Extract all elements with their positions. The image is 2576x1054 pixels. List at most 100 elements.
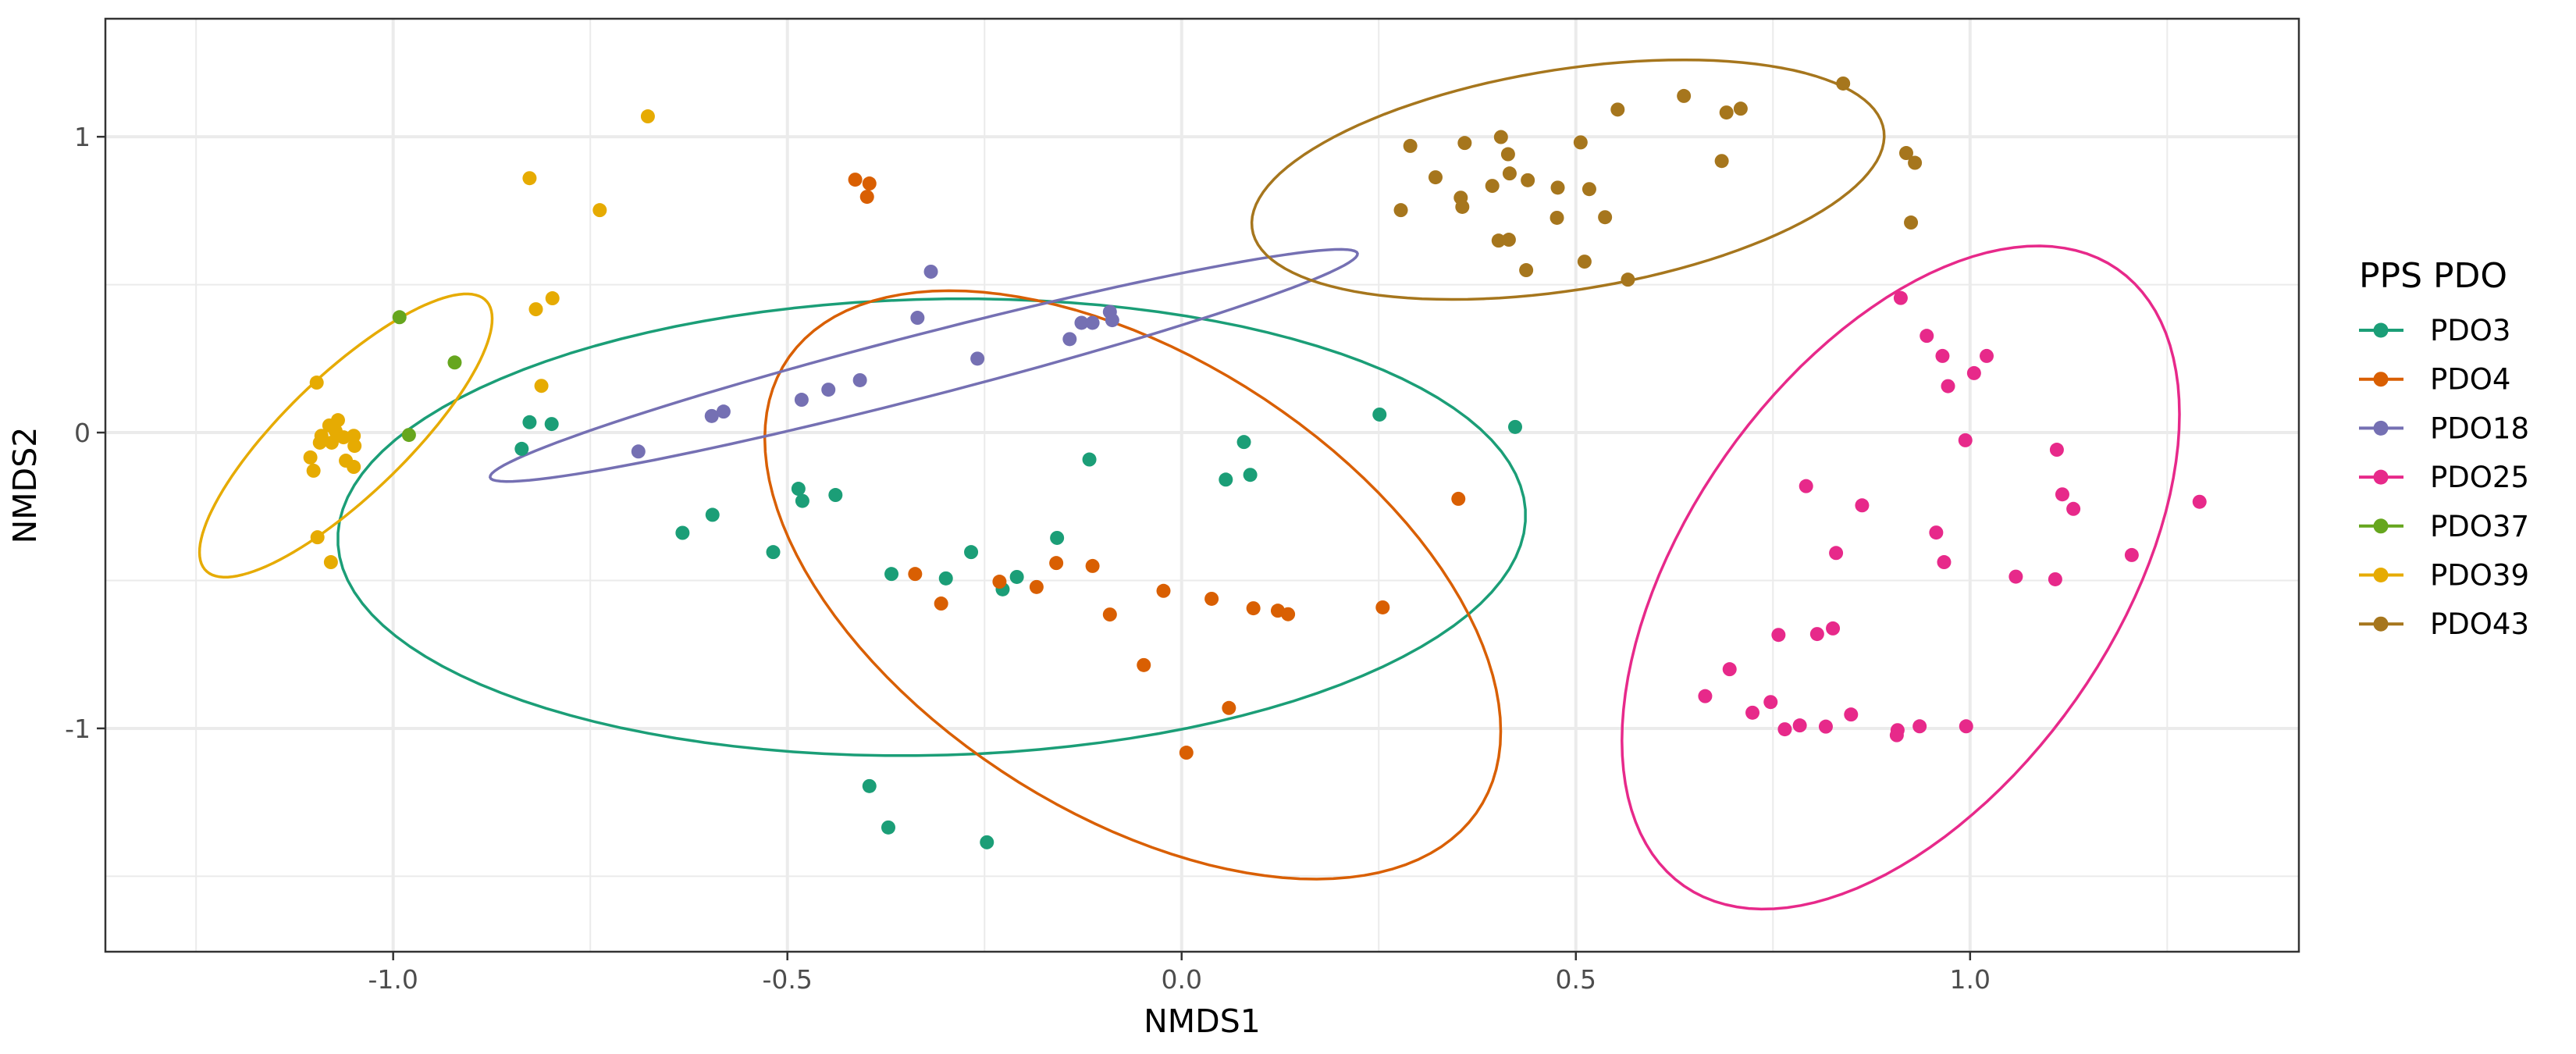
point-pdo25 <box>1937 555 1952 570</box>
point-pdo39 <box>347 429 361 443</box>
point-pdo43 <box>1500 147 1515 162</box>
legend-key-dot <box>2373 568 2389 582</box>
y-axis-title: NMDS2 <box>6 427 44 544</box>
point-pdo43 <box>1491 233 1506 248</box>
point-pdo3 <box>1507 419 1522 434</box>
point-pdo3 <box>705 507 720 522</box>
point-pdo37 <box>392 310 407 325</box>
x-axis: -1.0 -0.5 0.0 0.5 1.0 <box>368 952 1991 995</box>
point-pdo43 <box>1836 76 1851 91</box>
legend-key-dot <box>2373 469 2389 485</box>
legend-label: PDO3 <box>2430 314 2510 347</box>
point-pdo3 <box>884 567 899 582</box>
point-pdo25 <box>1929 525 1944 540</box>
point-pdo25 <box>1893 290 1908 305</box>
point-pdo25 <box>1777 722 1792 737</box>
point-pdo4 <box>1029 579 1044 594</box>
point-pdo4 <box>1204 591 1219 606</box>
point-pdo4 <box>908 567 923 582</box>
point-pdo25 <box>1980 348 1994 363</box>
point-pdo39 <box>312 435 327 450</box>
point-pdo25 <box>1792 718 1807 733</box>
series-pdo25 <box>1698 290 2207 742</box>
legend-item-pdo25: PDO25 <box>2359 461 2529 494</box>
point-pdo39 <box>306 463 321 478</box>
point-pdo4 <box>1451 491 1466 506</box>
point-pdo39 <box>323 555 338 570</box>
point-pdo43 <box>1393 203 1408 218</box>
point-pdo3 <box>795 493 809 508</box>
point-pdo25 <box>1771 628 1786 643</box>
point-pdo39 <box>592 203 607 218</box>
point-pdo3 <box>980 835 994 849</box>
point-pdo43 <box>1714 154 1729 169</box>
point-pdo3 <box>1009 569 1024 584</box>
point-pdo4 <box>1085 558 1100 573</box>
point-pdo25 <box>1844 707 1859 722</box>
point-pdo25 <box>1829 546 1844 561</box>
point-pdo3 <box>1243 468 1258 482</box>
point-pdo43 <box>1573 135 1588 150</box>
legend-label: PDO4 <box>2430 363 2510 397</box>
panel-background <box>105 19 2299 952</box>
point-pdo25 <box>1966 365 1981 380</box>
point-pdo43 <box>1502 166 1517 181</box>
x-tick-label: 0.0 <box>1161 964 1201 995</box>
point-pdo25 <box>2192 494 2207 509</box>
point-pdo18 <box>1062 332 1077 347</box>
y-tick-label: -1 <box>65 714 91 744</box>
point-pdo3 <box>791 482 806 497</box>
legend-key-dot <box>2373 322 2389 338</box>
point-pdo25 <box>1935 348 1950 363</box>
point-pdo39 <box>522 171 537 186</box>
point-pdo18 <box>910 311 925 326</box>
point-pdo39 <box>310 530 325 545</box>
point-pdo18 <box>1074 315 1089 330</box>
series-pdo37 <box>392 310 462 443</box>
point-pdo4 <box>992 575 1007 589</box>
ellipse-pdo18 <box>489 247 1359 483</box>
legend-label: PDO39 <box>2430 559 2529 593</box>
legend-item-pdo37: PDO37 <box>2359 510 2529 543</box>
legend-item-pdo39: PDO39 <box>2359 559 2529 593</box>
point-pdo43 <box>1521 173 1535 187</box>
series-pdo4 <box>848 173 1466 760</box>
legend-item-pdo4: PDO4 <box>2359 363 2510 397</box>
point-pdo4 <box>1156 583 1171 598</box>
point-pdo18 <box>631 444 646 459</box>
point-pdo39 <box>534 379 549 393</box>
point-pdo25 <box>1941 379 1955 393</box>
x-tick-label: 0.5 <box>1556 964 1596 995</box>
point-pdo18 <box>923 264 938 279</box>
point-pdo18 <box>716 404 731 419</box>
point-pdo43 <box>1457 136 1472 151</box>
point-pdo43 <box>1719 105 1734 120</box>
point-pdo43 <box>1898 146 1913 161</box>
point-pdo4 <box>859 190 874 205</box>
point-pdo18 <box>794 393 809 408</box>
ellipse-pdo39 <box>197 292 494 579</box>
point-pdo3 <box>1236 435 1251 450</box>
point-pdo39 <box>309 376 324 390</box>
point-pdo43 <box>1501 233 1516 247</box>
minor-gridlines <box>105 19 2299 952</box>
point-pdo39 <box>347 439 362 454</box>
ellipse-pdo4 <box>763 289 1503 881</box>
point-pdo3 <box>1050 530 1065 545</box>
point-pdo4 <box>862 176 877 191</box>
point-pdo18 <box>970 351 985 366</box>
group-ellipses <box>197 58 2181 911</box>
point-pdo4 <box>848 173 863 187</box>
ellipse-pdo25 <box>1621 244 2181 911</box>
point-pdo39 <box>545 291 560 306</box>
series-pdo43 <box>1393 76 1923 287</box>
point-pdo25 <box>1722 662 1737 677</box>
point-pdo3 <box>828 488 843 503</box>
point-pdo25 <box>2048 572 2062 586</box>
point-pdo25 <box>2008 569 2023 584</box>
point-pdo43 <box>1550 210 1564 225</box>
legend-label: PDO43 <box>2430 607 2529 641</box>
series-pdo3 <box>514 407 1522 849</box>
point-pdo37 <box>401 428 416 443</box>
